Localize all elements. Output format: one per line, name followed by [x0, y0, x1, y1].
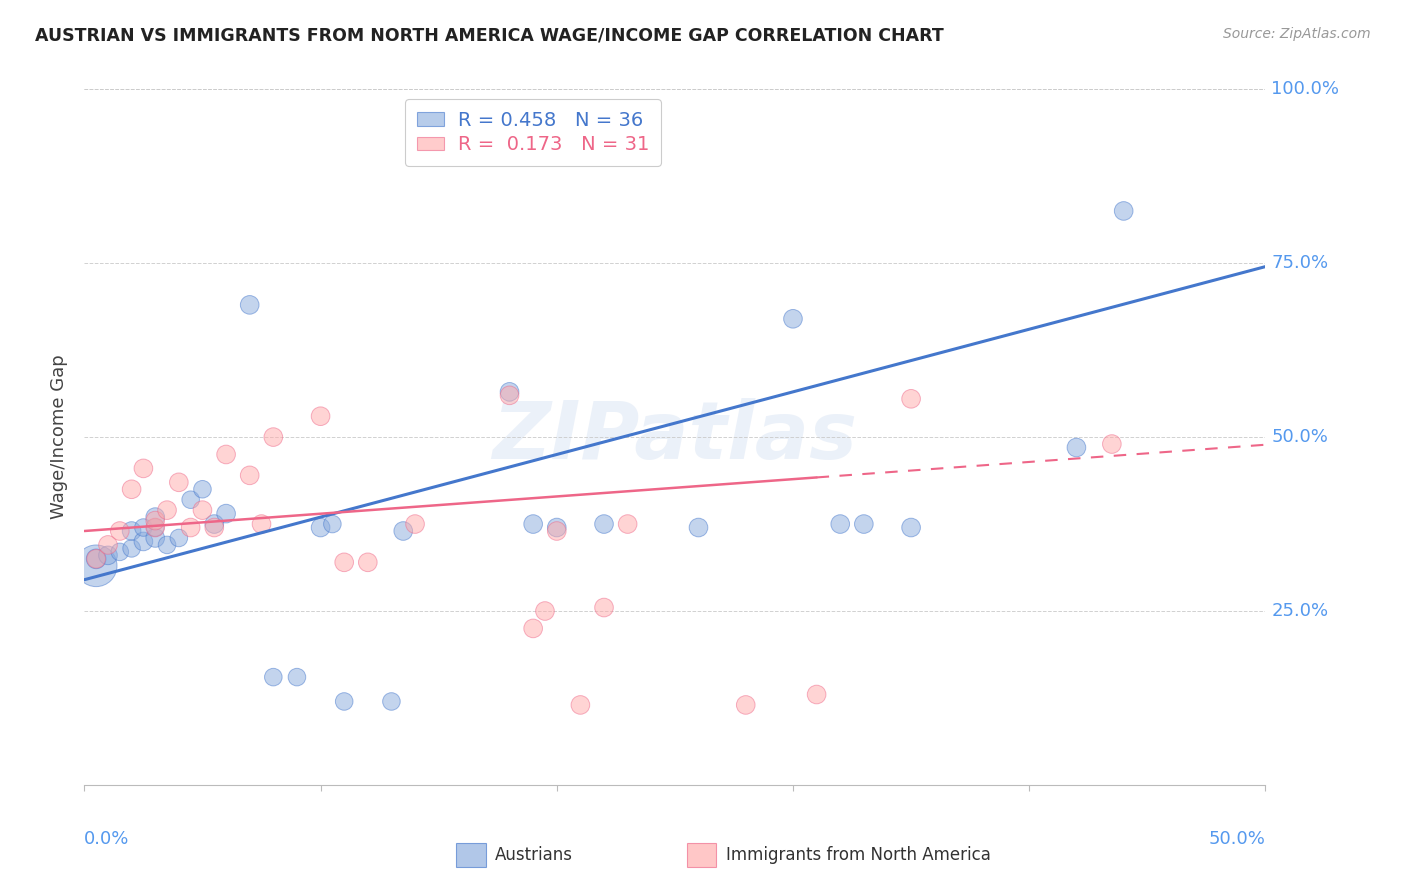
Point — [143, 520, 166, 534]
Point — [852, 516, 875, 531]
Point — [1066, 441, 1088, 455]
Point — [191, 503, 214, 517]
Text: AUSTRIAN VS IMMIGRANTS FROM NORTH AMERICA WAGE/INCOME GAP CORRELATION CHART: AUSTRIAN VS IMMIGRANTS FROM NORTH AMERIC… — [35, 27, 943, 45]
Text: Austrians: Austrians — [495, 846, 574, 863]
Point — [522, 621, 544, 635]
Point — [333, 694, 356, 708]
Point — [121, 482, 143, 496]
Text: 75.0%: 75.0% — [1271, 254, 1329, 272]
Point — [806, 688, 828, 702]
Text: 100.0%: 100.0% — [1271, 80, 1340, 98]
Point — [569, 698, 592, 712]
Point — [167, 531, 190, 545]
Point — [121, 541, 143, 556]
Point — [108, 545, 131, 559]
Point — [97, 538, 120, 552]
Point — [239, 298, 262, 312]
Text: 0.0%: 0.0% — [84, 830, 129, 848]
Point — [167, 475, 190, 490]
Point — [97, 549, 120, 563]
Point — [546, 520, 568, 534]
Point — [498, 388, 520, 402]
Point — [250, 516, 273, 531]
Point — [143, 514, 166, 528]
Text: Source: ZipAtlas.com: Source: ZipAtlas.com — [1223, 27, 1371, 41]
Point — [143, 531, 166, 545]
Point — [262, 430, 284, 444]
Point — [830, 516, 852, 531]
Point — [285, 670, 308, 684]
Point — [143, 510, 166, 524]
Point — [156, 538, 179, 552]
Point — [782, 311, 804, 326]
Text: 50.0%: 50.0% — [1271, 428, 1329, 446]
Point — [143, 520, 166, 534]
Point — [309, 409, 332, 424]
Point — [688, 520, 710, 534]
Point — [262, 670, 284, 684]
Point — [180, 492, 202, 507]
Y-axis label: Wage/Income Gap: Wage/Income Gap — [51, 355, 69, 519]
Point — [357, 555, 380, 569]
Point — [593, 516, 616, 531]
Point — [321, 516, 343, 531]
Point — [180, 520, 202, 534]
Point — [593, 600, 616, 615]
Point — [900, 392, 922, 406]
Point — [132, 461, 155, 475]
Point — [900, 520, 922, 534]
Text: Immigrants from North America: Immigrants from North America — [725, 846, 991, 863]
Point — [534, 604, 557, 618]
Point — [191, 482, 214, 496]
FancyBboxPatch shape — [457, 843, 486, 867]
Point — [380, 694, 402, 708]
Point — [132, 534, 155, 549]
Point — [84, 551, 107, 566]
Point — [734, 698, 756, 712]
FancyBboxPatch shape — [686, 843, 716, 867]
Legend: R = 0.458   N = 36, R =  0.173   N = 31: R = 0.458 N = 36, R = 0.173 N = 31 — [405, 99, 661, 166]
Point — [108, 524, 131, 538]
Point — [546, 524, 568, 538]
Point — [392, 524, 415, 538]
Point — [404, 516, 426, 531]
Point — [121, 524, 143, 538]
Text: ZIPatlas: ZIPatlas — [492, 398, 858, 476]
Point — [333, 555, 356, 569]
Point — [616, 516, 638, 531]
Point — [522, 516, 544, 531]
Point — [1101, 437, 1123, 451]
Point — [84, 558, 107, 573]
Point — [84, 551, 107, 566]
Point — [309, 520, 332, 534]
Point — [202, 520, 225, 534]
Point — [239, 468, 262, 483]
Point — [132, 520, 155, 534]
Point — [156, 503, 179, 517]
Point — [215, 447, 238, 462]
Point — [498, 384, 520, 399]
Point — [1112, 203, 1135, 218]
Text: 25.0%: 25.0% — [1271, 602, 1329, 620]
Point — [215, 507, 238, 521]
Point — [202, 516, 225, 531]
Text: 50.0%: 50.0% — [1209, 830, 1265, 848]
